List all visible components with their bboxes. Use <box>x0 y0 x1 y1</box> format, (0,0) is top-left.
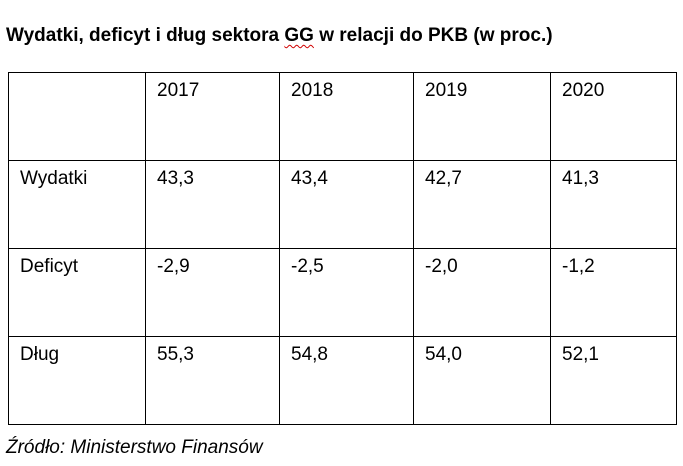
table-cell[interactable]: -1,2 <box>550 248 677 337</box>
title-text-after: w relacji do PKB (w proc.) <box>313 25 553 46</box>
row-label-dlug[interactable]: Dług <box>8 336 146 425</box>
source-note: Źródło: Ministerstwo Finansów <box>6 437 263 458</box>
table-cell[interactable]: -2,5 <box>279 248 414 337</box>
column-header-2020[interactable]: 2020 <box>550 72 677 161</box>
table-cell[interactable]: 52,1 <box>550 336 677 425</box>
title-text-before: Wydatki, deficyt i dług sektora <box>6 25 285 46</box>
table-cell[interactable]: -2,0 <box>413 248 551 337</box>
row-label-wydatki[interactable]: Wydatki <box>8 160 146 249</box>
table-corner-cell[interactable] <box>8 72 146 161</box>
table-cell[interactable]: 43,4 <box>279 160 414 249</box>
table-cell[interactable]: 43,3 <box>145 160 280 249</box>
table-cell[interactable]: 54,8 <box>279 336 414 425</box>
table-cell[interactable]: 54,0 <box>413 336 551 425</box>
table-cell[interactable]: 55,3 <box>145 336 280 425</box>
column-header-2018[interactable]: 2018 <box>279 72 414 161</box>
table-header-row: 2017 2018 2019 2020 <box>8 72 677 161</box>
data-table: 2017 2018 2019 2020 Wydatki 43,3 43,4 42… <box>8 72 677 425</box>
table-cell[interactable]: 41,3 <box>550 160 677 249</box>
title-flagged-word[interactable]: GG <box>284 25 314 46</box>
table-row-wydatki: Wydatki 43,3 43,4 42,7 41,3 <box>8 160 677 249</box>
table-row-deficyt: Deficyt -2,9 -2,5 -2,0 -1,2 <box>8 248 677 337</box>
column-header-2017[interactable]: 2017 <box>145 72 280 161</box>
table-cell[interactable]: 42,7 <box>413 160 551 249</box>
table-cell[interactable]: -2,9 <box>145 248 280 337</box>
column-header-2019[interactable]: 2019 <box>413 72 551 161</box>
row-label-deficyt[interactable]: Deficyt <box>8 248 146 337</box>
table-row-dlug: Dług 55,3 54,8 54,0 52,1 <box>8 336 677 425</box>
page-title: Wydatki, deficyt i dług sektora GG w rel… <box>6 24 553 48</box>
